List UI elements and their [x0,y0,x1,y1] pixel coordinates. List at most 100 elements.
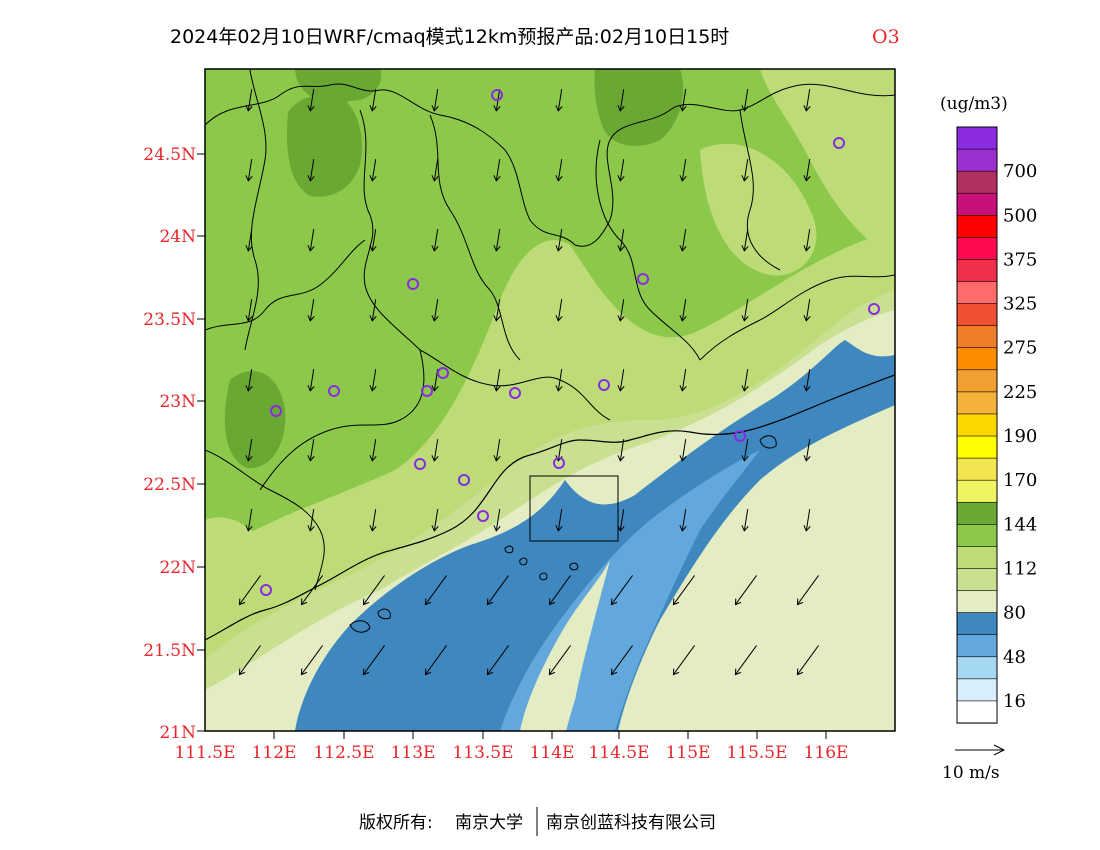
wind-arrow [557,229,563,251]
wind-arrow [619,89,625,111]
lon-axis: 111.5E 112E 112.5E 113E 113.5E 114E 114.… [174,743,848,763]
lat-label-24-5: 24.5N [143,145,196,165]
wind-arrow-head [741,525,749,532]
wind-arrow-head [493,525,501,532]
station-marker [734,430,746,442]
wind-arrow [247,229,253,251]
wind-arrow [371,369,377,391]
station-marker [437,367,449,379]
wind-arrow [805,159,811,181]
wind-arrow-head [431,525,439,532]
wind-arrow [301,645,323,675]
wind-arrow [425,575,447,605]
legend-bin [956,391,998,415]
wind-arrow-head [307,315,315,322]
legend-label: 170 [1003,470,1037,491]
lat-label-22-5: 22.5N [143,475,196,495]
wind-arrow-head [741,105,749,112]
lon-label-113: 113E [391,743,436,763]
legend-label: 275 [1003,338,1037,359]
wind-arrow [247,299,253,321]
wind-arrow [805,369,811,391]
station-marker [637,273,649,285]
wind-arrow [619,369,625,391]
wind-arrow [371,159,377,181]
station-marker [868,303,880,315]
wind-arrow [557,89,563,111]
wind-arrow-head [424,598,432,606]
wind-arrow [309,369,315,391]
wind-arrow-head [803,385,811,392]
station-marker [833,137,845,149]
wind-arrow [743,439,749,461]
wind-arrow-head [617,455,625,462]
station-marker [509,387,521,399]
wind-arrow-head [803,315,811,322]
wind-arrow [681,509,687,531]
wind-arrow-head [796,598,804,606]
wind-arrow-head [307,455,315,462]
wind-arrow-head [741,245,749,252]
footer: 版权所有: 南京大学 南京创蓝科技有限公司 [359,813,716,833]
wind-arrow-head [617,525,625,532]
legend-label: 225 [1003,382,1037,403]
wind-arrow-head [245,105,253,112]
copyright-label: 版权所有: [359,813,433,833]
wind-arrow [371,89,377,111]
legend-bin [956,214,998,238]
wind-arrow [495,229,501,251]
wind-arrow [619,509,625,531]
wind-arrow-head [555,175,563,182]
station-marker [421,385,433,397]
wind-arrow [495,159,501,181]
wind-arrow [557,299,563,321]
wind-arrow-head [493,175,501,182]
station-marker [477,510,489,522]
wind-arrow [743,299,749,321]
wind-arrow-head [238,598,246,606]
lat-label-21-5: 21.5N [143,641,196,661]
ozone-patch-high-n [295,69,382,104]
wind-arrow-head [617,385,625,392]
wind-arrow [743,369,749,391]
wind-arrow [805,299,811,321]
wind-arrow [309,89,315,111]
wind-arrow-head [300,668,308,676]
lat-ticks [197,153,205,732]
wind-arrow-head [493,315,501,322]
wind-arrow [673,575,695,605]
wind-arrow [681,159,687,181]
wind-arrow-head [741,455,749,462]
wind-arrow [619,229,625,251]
wind-arrow-head [307,385,315,392]
wind-arrow-head [424,668,432,676]
legend-unit: (ug/m3) [940,94,1008,114]
wind-arrow [611,645,633,675]
legend-bin [956,303,998,327]
wind-arrow-head [369,525,377,532]
wind-arrow-head [555,385,563,392]
wind-arrow [681,439,687,461]
wind-arrow-head [803,245,811,252]
lon-label-114: 114E [530,743,575,763]
legend-border [956,126,998,724]
legend-label: 144 [1003,514,1037,535]
legend-bin [956,656,998,680]
wind-arrow [673,645,695,675]
legend-label: 700 [1003,161,1037,182]
legend-label: 325 [1003,294,1037,315]
legend-bin [956,192,998,216]
wind-arrow [363,645,385,675]
wind-arrow-head [493,455,501,462]
legend-bin [956,700,998,724]
wind-arrow-head [548,668,556,676]
wind-arrow-head [741,175,749,182]
wind-arrow [371,299,377,321]
wind-arrow [301,575,323,605]
wind-arrow-head [307,105,315,112]
legend-bin [956,479,998,503]
lon-label-111-5: 111.5E [174,743,235,763]
legend-bin [956,237,998,261]
station-marker [328,385,340,397]
